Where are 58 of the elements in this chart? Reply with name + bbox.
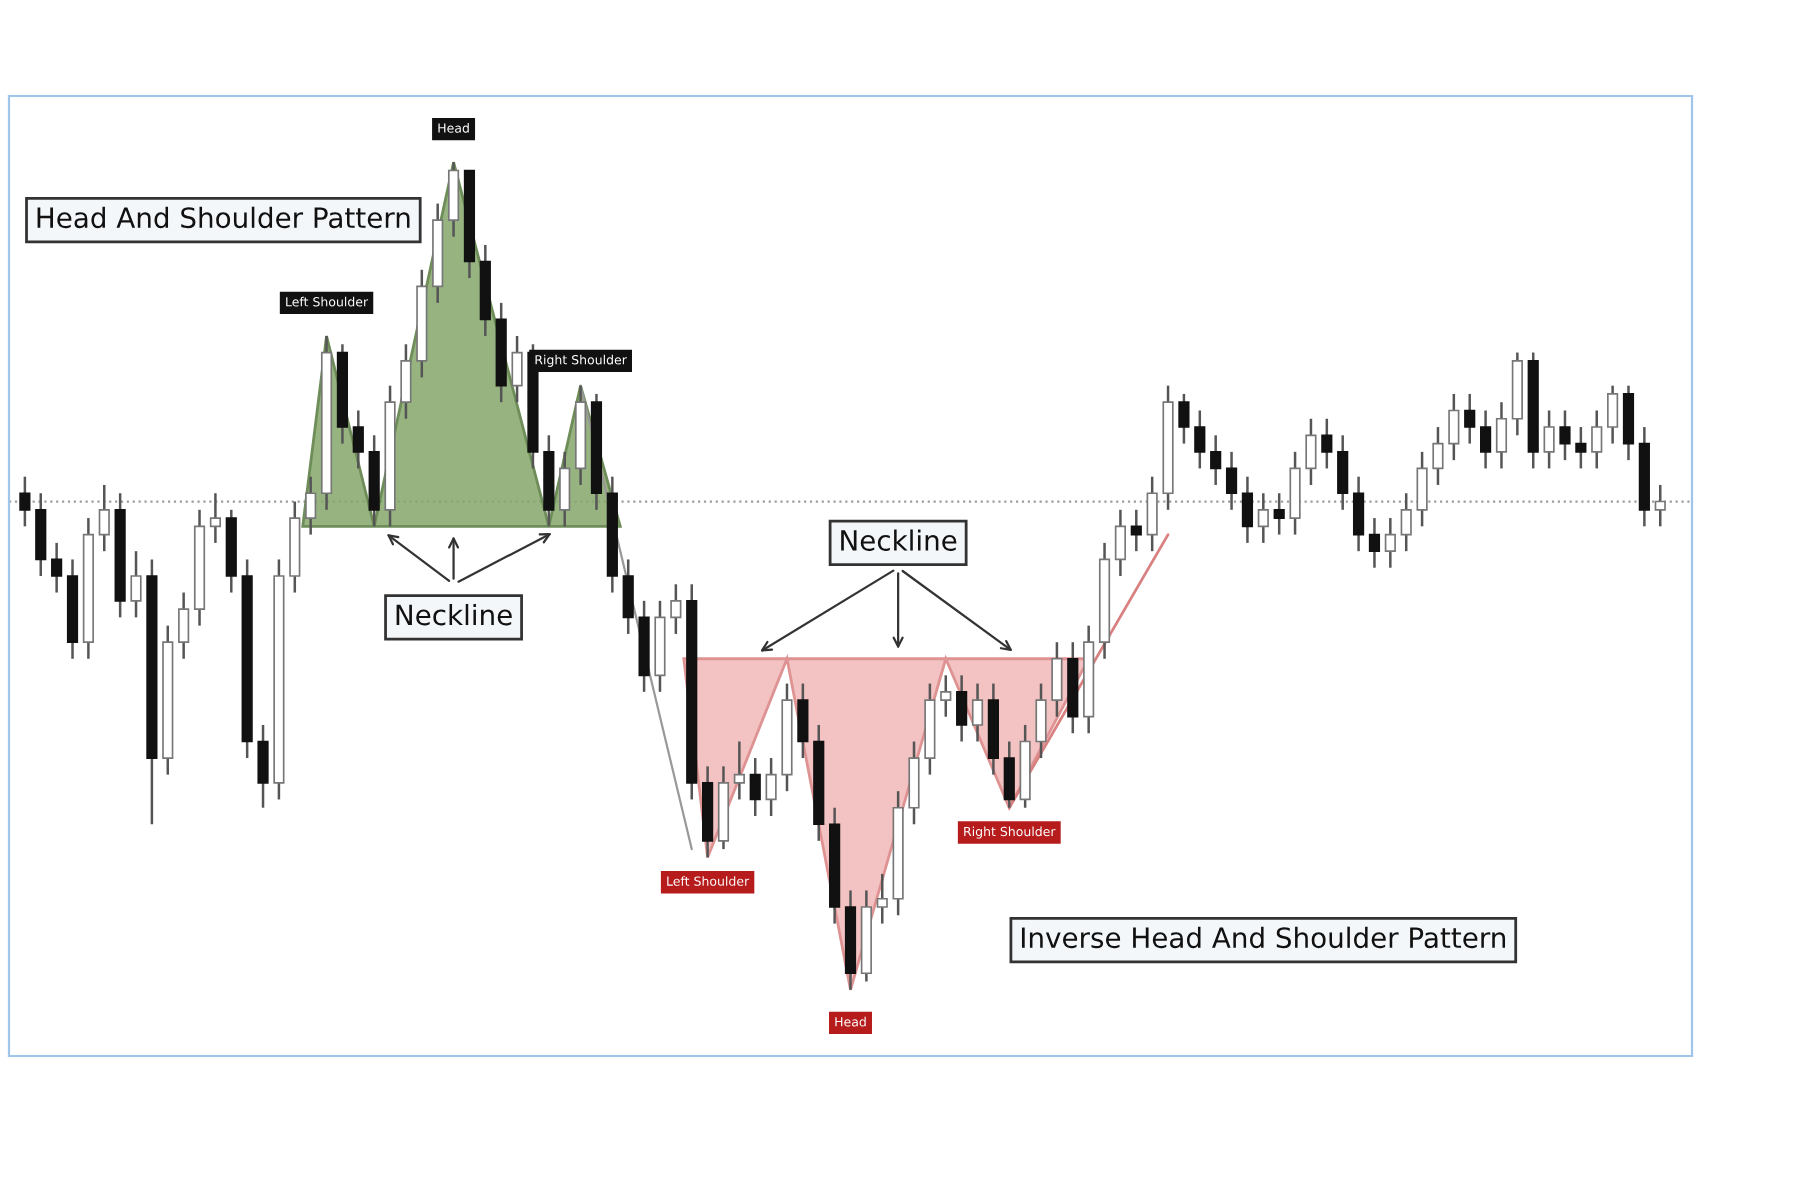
candlestick [1051, 640, 1063, 718]
candlestick [1146, 475, 1158, 553]
candlestick [1257, 491, 1269, 545]
candlestick [1114, 508, 1127, 578]
candlestick [1559, 409, 1571, 462]
candlestick [1591, 409, 1603, 470]
candlestick [1464, 392, 1476, 445]
candlestick [1432, 425, 1444, 487]
candlestick [1273, 491, 1285, 536]
candlestick [1575, 425, 1587, 470]
candlestick [1321, 417, 1333, 470]
candlestick [1035, 682, 1047, 760]
annotation: Inverse Head And Shoulder Pattern [1021, 926, 1506, 949]
candlestick [1130, 508, 1142, 553]
candlestick [1416, 450, 1428, 528]
candlestick [1479, 409, 1492, 470]
candlestick [51, 541, 63, 594]
candlestick [1305, 417, 1317, 487]
candlestick [971, 682, 984, 743]
candlestick [178, 591, 190, 661]
candlestick [956, 674, 968, 743]
candlestick [1194, 409, 1206, 470]
candlestick [209, 491, 222, 545]
candlestick [352, 409, 364, 470]
candlestick [1003, 740, 1015, 809]
annotation: Neckline [396, 603, 512, 626]
candlestick [305, 475, 317, 536]
candlestick [559, 450, 571, 528]
candlestick [130, 549, 142, 619]
candlestick [1210, 434, 1222, 487]
candlestick [1225, 450, 1238, 512]
candlestick [400, 343, 412, 421]
candlestick [1337, 434, 1349, 512]
candlestick [1368, 516, 1381, 569]
candlestick [511, 334, 523, 404]
candlestick [1543, 409, 1555, 470]
candlestick [670, 583, 682, 636]
annotation: Neckline [841, 529, 957, 551]
candlestick [1607, 384, 1619, 445]
candlestick [749, 756, 761, 818]
candlestick [1178, 392, 1190, 445]
candlestick [257, 723, 269, 809]
candlestick [765, 756, 777, 818]
candlestick [1448, 392, 1460, 462]
candlestick [1495, 400, 1508, 470]
candlestick [1241, 475, 1254, 545]
candlestick [1654, 483, 1666, 528]
candlestick [1400, 491, 1412, 553]
candlestick [797, 682, 809, 760]
candlestick [622, 558, 634, 636]
candlestick [940, 674, 952, 718]
candlestick [1384, 516, 1396, 569]
candlestick [876, 872, 888, 925]
candlestick [19, 475, 31, 528]
candlestick [1352, 475, 1365, 553]
candlestick [98, 483, 110, 553]
candlestick [733, 740, 745, 801]
annotation: Head And Shoulder Pattern [37, 206, 410, 229]
